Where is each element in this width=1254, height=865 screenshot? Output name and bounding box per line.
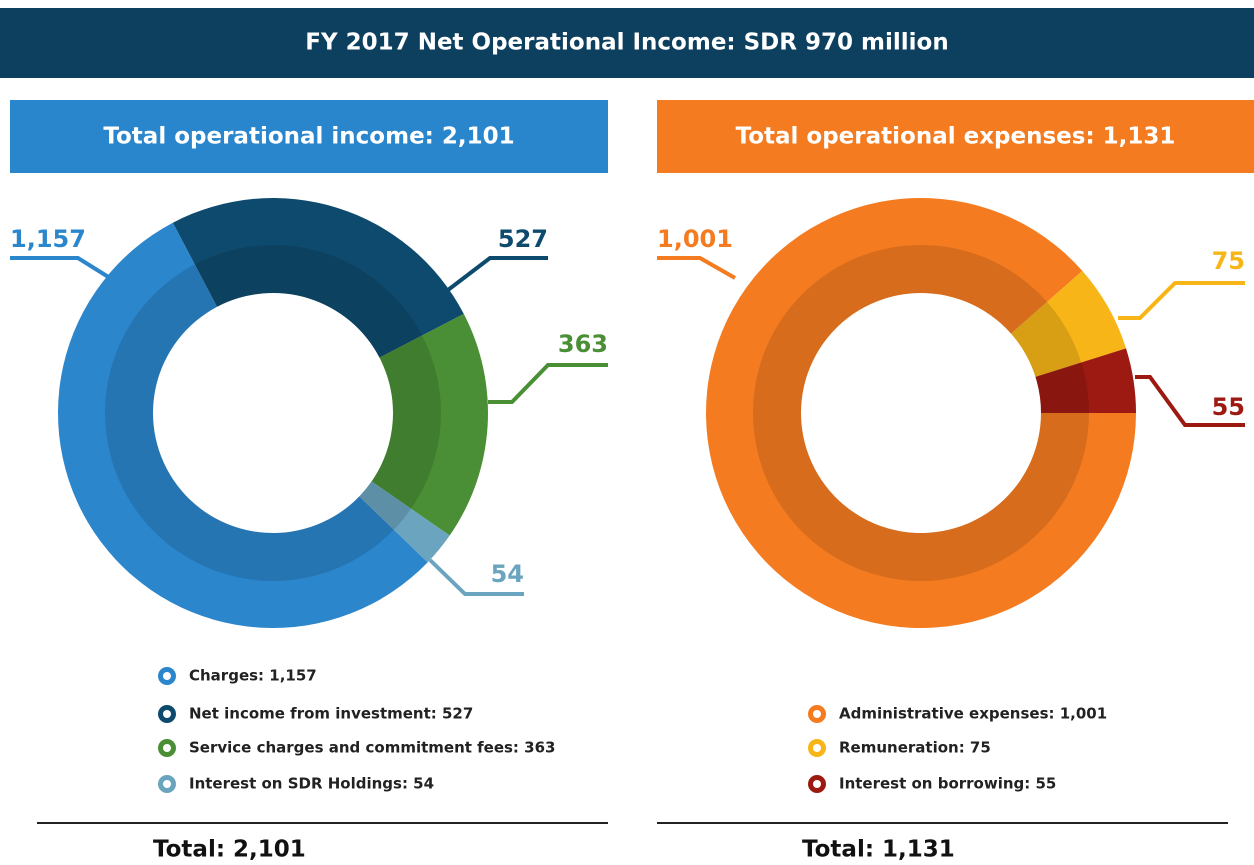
leader-line [10, 256, 112, 280]
panel-title: Total operational expenses: 1,131 [736, 124, 1176, 150]
value-label: 75 [1212, 247, 1245, 275]
donut-segment [705, 198, 1136, 629]
inner-ring-shade [752, 245, 1089, 581]
value-label: 1,001 [657, 225, 733, 253]
total-label: Total: 2,101 [153, 837, 306, 863]
legend-marker-hole [163, 672, 171, 680]
leader-line [1118, 281, 1245, 320]
inner-ring-shade [104, 245, 441, 581]
legend-marker-hole [163, 780, 171, 788]
total-label: Total: 1,131 [802, 837, 955, 863]
legend-marker-hole [163, 710, 171, 718]
legend-marker-hole [813, 710, 821, 718]
legend-label: Service charges and commitment fees: 363 [189, 739, 555, 757]
legend-label: Interest on SDR Holdings: 54 [189, 775, 434, 793]
value-label: 527 [498, 225, 548, 253]
donut-segment [1011, 270, 1127, 377]
panel-header [657, 100, 1254, 173]
donut-segment [359, 481, 450, 563]
panel-header [10, 100, 608, 173]
donut-segment [172, 198, 464, 358]
legend-marker-hole [813, 780, 821, 788]
legend-label: Interest on borrowing: 55 [839, 775, 1056, 793]
legend-label: Net income from investment: 527 [189, 705, 473, 723]
legend-label: Remuneration: 75 [839, 739, 991, 757]
leader-line [428, 558, 524, 596]
header-bar [0, 8, 1254, 78]
value-label: 363 [558, 330, 608, 358]
value-label: 54 [491, 560, 524, 588]
donut-segment [371, 313, 488, 536]
value-label: 55 [1212, 393, 1245, 421]
legend-label: Administrative expenses: 1,001 [839, 705, 1107, 723]
legend-marker-hole [813, 744, 821, 752]
leader-line [1135, 375, 1245, 427]
leader-line [657, 256, 736, 280]
legend-marker-hole [163, 744, 171, 752]
donut-segment [1035, 348, 1136, 413]
leader-line [446, 256, 548, 292]
leader-line [488, 363, 608, 404]
donut-segment [58, 222, 428, 628]
main-title: FY 2017 Net Operational Income: SDR 970 … [305, 30, 948, 56]
value-label: 1,157 [10, 225, 86, 253]
panel-title: Total operational income: 2,101 [103, 124, 514, 150]
legend-label: Charges: 1,157 [189, 667, 317, 685]
